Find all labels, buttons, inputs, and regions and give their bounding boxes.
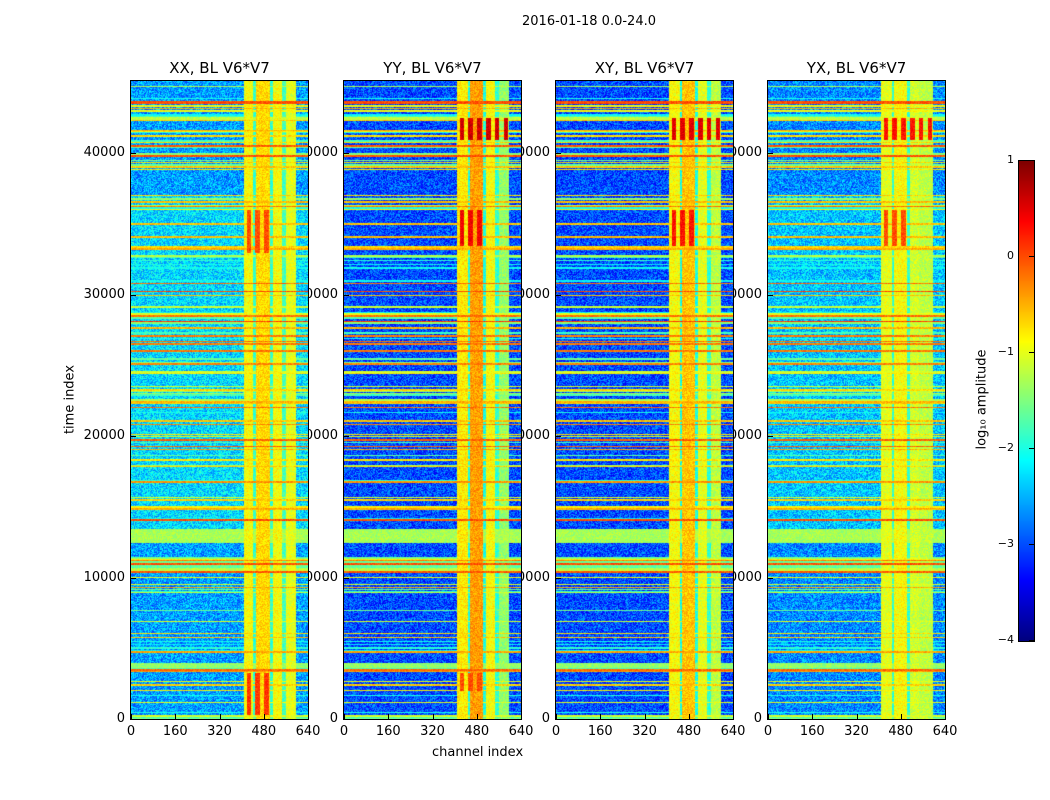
x-tick-label: 480: [464, 724, 490, 739]
heatmap-panel: [767, 80, 946, 720]
y-tick-label: 10000: [83, 569, 125, 585]
y-tick-mark: [344, 294, 349, 296]
x-tick-mark: [945, 714, 946, 719]
colorbar-tick-label: −3: [997, 537, 1014, 550]
heatmap-panel: [130, 80, 309, 720]
y-tick-label: 0: [329, 711, 338, 726]
y-tick-mark: [556, 294, 561, 296]
y-tick-mark: [344, 719, 349, 720]
x-tick-mark: [388, 714, 390, 719]
y-tick-mark: [131, 719, 136, 720]
y-tick-mark: [131, 436, 136, 438]
y-tick-mark: [131, 153, 136, 155]
y-tick-label: 40000: [83, 145, 125, 161]
panel-title: XY, BL V6*V7: [594, 59, 695, 77]
x-tick-mark: [856, 714, 858, 719]
y-tick-mark: [768, 294, 773, 296]
x-tick-mark: [900, 714, 902, 719]
x-tick-label: 640: [720, 724, 746, 739]
y-tick-mark: [768, 436, 773, 438]
x-axis-label: channel index: [432, 745, 524, 760]
colorbar-tick-label: −1: [997, 345, 1014, 358]
x-tick-label: 0: [126, 724, 136, 739]
y-tick-mark: [131, 577, 136, 579]
colorbar-tick-mark: [1029, 256, 1034, 257]
colorbar-tick-label: −2: [997, 441, 1014, 454]
x-tick-mark: [432, 714, 434, 719]
colorbar-tick-mark: [1029, 160, 1034, 161]
y-tick-mark: [768, 719, 773, 720]
x-tick-label: 160: [375, 724, 401, 739]
figure-title: 2016-01-18 0.0-24.0: [522, 14, 656, 29]
x-tick-mark: [556, 714, 557, 719]
x-tick-mark: [644, 714, 646, 719]
x-tick-mark: [308, 714, 309, 719]
y-tick-label: 0: [116, 711, 125, 726]
x-tick-label: 320: [420, 724, 445, 739]
x-tick-label: 480: [676, 724, 702, 739]
colorbar-tick-mark: [1029, 352, 1034, 353]
x-tick-mark: [219, 714, 221, 719]
x-tick-label: 160: [162, 724, 188, 739]
colorbar-tick-label: −4: [997, 633, 1014, 646]
x-tick-mark: [476, 714, 478, 719]
y-tick-label: 0: [753, 711, 762, 726]
x-tick-mark: [175, 714, 177, 719]
x-tick-label: 640: [932, 724, 958, 739]
x-tick-label: 0: [339, 724, 349, 739]
y-tick-mark: [768, 577, 773, 579]
x-tick-mark: [521, 714, 522, 719]
x-tick-mark: [600, 714, 602, 719]
x-tick-label: 320: [207, 724, 232, 739]
colorbar-tick-label: 1: [1007, 153, 1014, 166]
heatmap-panel: [555, 80, 734, 720]
panel-title: YX, BL V6*V7: [806, 59, 907, 77]
panel-title: YY, BL V6*V7: [383, 59, 482, 77]
x-tick-mark: [812, 714, 814, 719]
y-tick-mark: [344, 153, 349, 155]
colorbar-tick-mark: [1029, 448, 1034, 449]
y-tick-mark: [344, 436, 349, 438]
x-tick-label: 480: [251, 724, 277, 739]
colorbar-tick-mark: [1029, 544, 1034, 545]
colorbar-tick-label: 0: [1007, 249, 1014, 262]
y-tick-mark: [556, 577, 561, 579]
x-tick-label: 160: [587, 724, 613, 739]
x-tick-label: 640: [508, 724, 534, 739]
x-tick-mark: [768, 714, 769, 719]
y-tick-mark: [556, 719, 561, 720]
x-tick-label: 480: [888, 724, 914, 739]
panel-title: XX, BL V6*V7: [169, 59, 270, 77]
x-tick-label: 320: [632, 724, 657, 739]
x-tick-label: 160: [799, 724, 825, 739]
x-tick-label: 640: [295, 724, 321, 739]
x-tick-mark: [131, 714, 132, 719]
y-tick-label: 20000: [83, 428, 125, 444]
y-tick-mark: [131, 294, 136, 296]
y-tick-mark: [344, 577, 349, 579]
x-tick-label: 0: [763, 724, 773, 739]
x-tick-mark: [733, 714, 734, 719]
y-tick-label: 30000: [83, 286, 125, 302]
heatmap-panel: [343, 80, 522, 720]
x-tick-mark: [688, 714, 690, 719]
y-tick-mark: [556, 436, 561, 438]
colorbar-tick-mark: [1029, 640, 1034, 641]
x-tick-label: 0: [551, 724, 561, 739]
x-tick-label: 320: [844, 724, 869, 739]
y-tick-label: 0: [541, 711, 550, 726]
x-tick-mark: [344, 714, 345, 719]
x-tick-mark: [263, 714, 265, 719]
y-tick-mark: [556, 153, 561, 155]
y-tick-mark: [768, 153, 773, 155]
colorbar: [1018, 160, 1035, 642]
